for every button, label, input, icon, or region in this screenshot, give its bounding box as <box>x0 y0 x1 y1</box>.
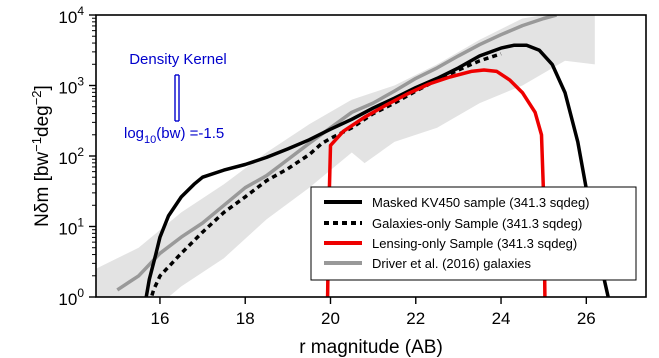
x-tick-label-20: 20 <box>321 309 340 328</box>
driver-uncertainty-band <box>96 15 595 297</box>
y-axis-label-main: Nδm [bw <box>32 152 53 227</box>
y-tick-label-2: 102 <box>58 145 84 168</box>
density-kernel-annotation: Density Kernel log10(bw) =-1.5 <box>124 51 227 146</box>
series-driver-2016 <box>116 15 557 292</box>
y-axis-label: Nδm [bw−1deg−2] <box>29 85 53 227</box>
y-tick-label-0: 100 <box>58 286 84 309</box>
x-tick-label-24: 24 <box>492 309 511 328</box>
y-tick-label-4: 104 <box>58 4 84 27</box>
y-axis-label-sup1: −1 <box>29 137 44 152</box>
legend-label-galaxies-only: Galaxies-only Sample (341.3 sqdeg) <box>372 216 582 231</box>
x-tick-label-26: 26 <box>577 309 596 328</box>
bandwidth-label: log10(bw) =-1.5 <box>124 125 224 146</box>
series-galaxies-only <box>149 52 502 297</box>
legend-label-lensing-only: Lensing-only Sample (341.3 sqdeg) <box>372 236 577 251</box>
legend: Masked KV450 sample (341.3 sqdeg) Galaxi… <box>310 186 637 281</box>
legend-box <box>310 186 637 281</box>
y-tick-label-3: 103 <box>58 75 84 98</box>
y-axis-label-sup2: −2 <box>29 90 44 105</box>
x-tick-label-16: 16 <box>150 309 169 328</box>
y-axis-label-mid: deg <box>32 105 53 137</box>
y-axis-label-end: ] <box>32 85 53 90</box>
bandwidth-label-rest: (bw) =-1.5 <box>156 125 224 142</box>
y-axis: 100 101 102 103 104 <box>58 4 96 309</box>
uncertainty-band-layer <box>96 15 595 297</box>
series-masked-kv450 <box>144 43 610 297</box>
x-axis-label: r magnitude (AB) <box>299 337 443 358</box>
x-axis: 16 18 20 22 24 26 <box>150 297 596 328</box>
legend-label-masked-kv450: Masked KV450 sample (341.3 sqdeg) <box>372 195 590 210</box>
y-tick-label-1: 101 <box>58 216 84 239</box>
density-kernel-title: Density Kernel <box>129 51 227 68</box>
series-lensing-only <box>325 68 547 297</box>
x-tick-label-18: 18 <box>236 309 255 328</box>
x-tick-label-22: 22 <box>406 309 425 328</box>
series-layer <box>116 15 610 297</box>
bandwidth-label-sub: 10 <box>144 134 156 146</box>
bandwidth-label-log: log <box>124 125 144 142</box>
legend-label-driver-2016: Driver et al. (2016) galaxies <box>372 256 531 271</box>
